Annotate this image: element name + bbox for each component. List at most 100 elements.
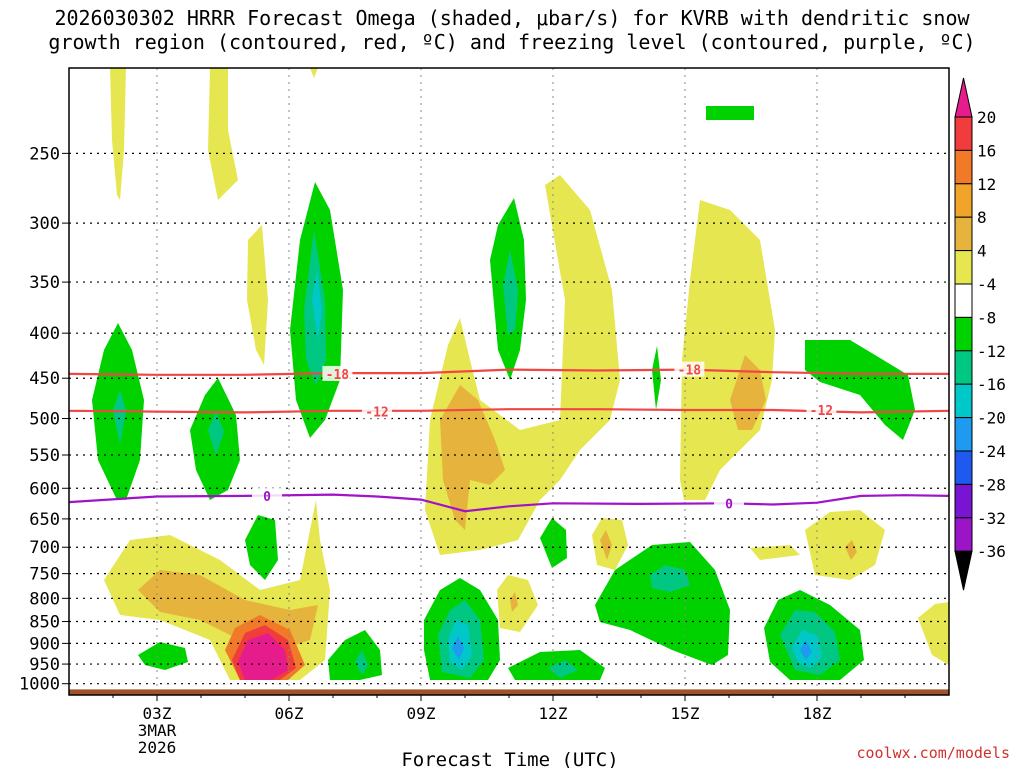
- colorbar-label: 16: [977, 141, 996, 160]
- y-tick-label: 350: [29, 273, 60, 293]
- omega-area-sink-29: [800, 640, 812, 660]
- dgz-lower-line: [68, 408, 950, 414]
- temperature-contours: -18 -18 -12 -12 0 0: [68, 361, 950, 513]
- y-tick-label: 550: [29, 446, 60, 466]
- title-line-2: growth region (contoured, red, ºC) and f…: [48, 30, 976, 54]
- y-tick-label: 250: [29, 144, 60, 164]
- colorbar-label: 20: [977, 108, 996, 127]
- y-tick-label: 950: [29, 655, 60, 675]
- omega-area-sink-13: [245, 515, 278, 580]
- omega-area-mid-2: [440, 385, 505, 530]
- colorbar: 20 16 12 8 4 -4 -8 -12 -16 -20 -24 -28 -32 -36: [954, 77, 1006, 591]
- contour-label-bg: [252, 487, 282, 503]
- colorbar-top-arrow: [954, 77, 973, 118]
- omega-area-upper-2: [208, 68, 238, 200]
- contour-label-bg: [322, 365, 353, 381]
- omega-area-mid-4: [730, 355, 766, 430]
- omega-area-upper-1: [110, 68, 126, 200]
- omega-area-sink-10: [503, 250, 518, 335]
- dgz-lower-label: -12: [810, 404, 833, 419]
- y-tick-label: 450: [29, 369, 60, 389]
- colorbar-band: [954, 216, 973, 252]
- y-tick-label: 500: [29, 410, 60, 430]
- omega-area-sink-25: [650, 565, 690, 592]
- omega-area-upper-3: [247, 225, 268, 365]
- colorbar-band: [954, 183, 973, 218]
- omega-shading: [92, 68, 949, 680]
- colorbar-label: -36: [977, 542, 1006, 561]
- omega-area-sink-15: [138, 642, 188, 670]
- omega-area-low-12: [918, 602, 949, 665]
- omega-area-low-13: [510, 592, 518, 612]
- colorbar-band: [954, 450, 973, 485]
- x-tick-sublabel: 3MAR: [138, 721, 177, 740]
- omega-area-low-10: [750, 545, 800, 560]
- colorbar-band: [954, 149, 973, 185]
- colorbar-label: 8: [977, 208, 987, 227]
- y-tick-label: 800: [29, 589, 60, 609]
- colorbar-label: -32: [977, 509, 1006, 528]
- omega-area-sink-23: [548, 660, 578, 678]
- x-tick-label: 12Z: [539, 704, 568, 723]
- contour-label-bg: [806, 402, 837, 418]
- colorbar-band: [954, 283, 973, 318]
- colorbar-label: -28: [977, 475, 1006, 494]
- omega-area-sink-8: [312, 270, 322, 340]
- chart-title: 2026030302 HRRR Forecast Omega (shaded, …: [0, 6, 1024, 54]
- colorbar-bottom-arrow: [954, 550, 973, 591]
- contour-label-bg: [362, 403, 392, 419]
- colorbar-label: -8: [977, 308, 996, 327]
- omega-area-sink-1: [706, 106, 754, 120]
- y-tick-label: 1000: [19, 675, 60, 695]
- dgz-upper-line: [68, 368, 949, 376]
- y-tick-label: 650: [29, 510, 60, 530]
- y-tick-label: 400: [29, 324, 60, 344]
- colorbar-band: [954, 116, 973, 151]
- contour-label-bg: [714, 495, 744, 511]
- dgz-lower-label: -12: [365, 406, 388, 421]
- colorbar-band: [954, 417, 973, 452]
- dgz-upper-label: -18: [678, 364, 702, 379]
- x-axis-label: Forecast Time (UTC): [401, 749, 618, 768]
- colorbar-label: -20: [977, 409, 1006, 428]
- x-tick-label: 03Z: [143, 704, 172, 723]
- y-tick-label: 700: [29, 538, 60, 558]
- colorbar-band: [954, 250, 973, 285]
- x-tick-label: 18Z: [803, 704, 832, 723]
- ground-bar: [69, 689, 949, 695]
- omega-area-sink-3: [113, 390, 126, 445]
- colorbar-band: [954, 483, 973, 519]
- title-line-1: 2026030302 HRRR Forecast Omega (shaded, …: [54, 6, 970, 30]
- omega-area-sink-24: [595, 542, 730, 665]
- omega-area-low-5: [238, 633, 288, 680]
- omega-area-sink-16: [328, 630, 382, 680]
- x-tick-label: 09Z: [407, 704, 436, 723]
- dgz-upper-label: -18: [326, 368, 350, 383]
- y-tick-label: 600: [29, 479, 60, 499]
- y-tick-label: 750: [29, 565, 60, 585]
- colorbar-label: 12: [977, 175, 996, 194]
- ground-surface: [69, 689, 949, 695]
- omega-area-sink-5: [208, 412, 224, 455]
- colorbar-label: -24: [977, 442, 1006, 461]
- site-credit: coolwx.com/models: [856, 744, 1010, 762]
- freezing-level-line: [68, 493, 950, 513]
- omega-area-sink-17: [355, 650, 368, 675]
- contour-label-bg: [674, 361, 705, 377]
- omega-area-sink-21: [452, 636, 464, 660]
- colorbar-label: -16: [977, 375, 1006, 394]
- freezing-level-label: 0: [725, 497, 733, 512]
- y-tick-label: 300: [29, 214, 60, 234]
- pressure-axis: 2503003504004505005506006507007508008509…: [19, 144, 69, 695]
- colorbar-label: -12: [977, 342, 1006, 361]
- omega-area-low-11: [845, 540, 857, 560]
- omega-area-sink-14: [540, 518, 567, 568]
- x-tick-label: 06Z: [275, 704, 304, 723]
- y-tick-label: 900: [29, 634, 60, 654]
- colorbar-label: 4: [977, 242, 987, 261]
- colorbar-band: [954, 383, 973, 419]
- x-tick-sublabel: 2026: [138, 738, 177, 757]
- omega-area-low-9: [805, 510, 885, 580]
